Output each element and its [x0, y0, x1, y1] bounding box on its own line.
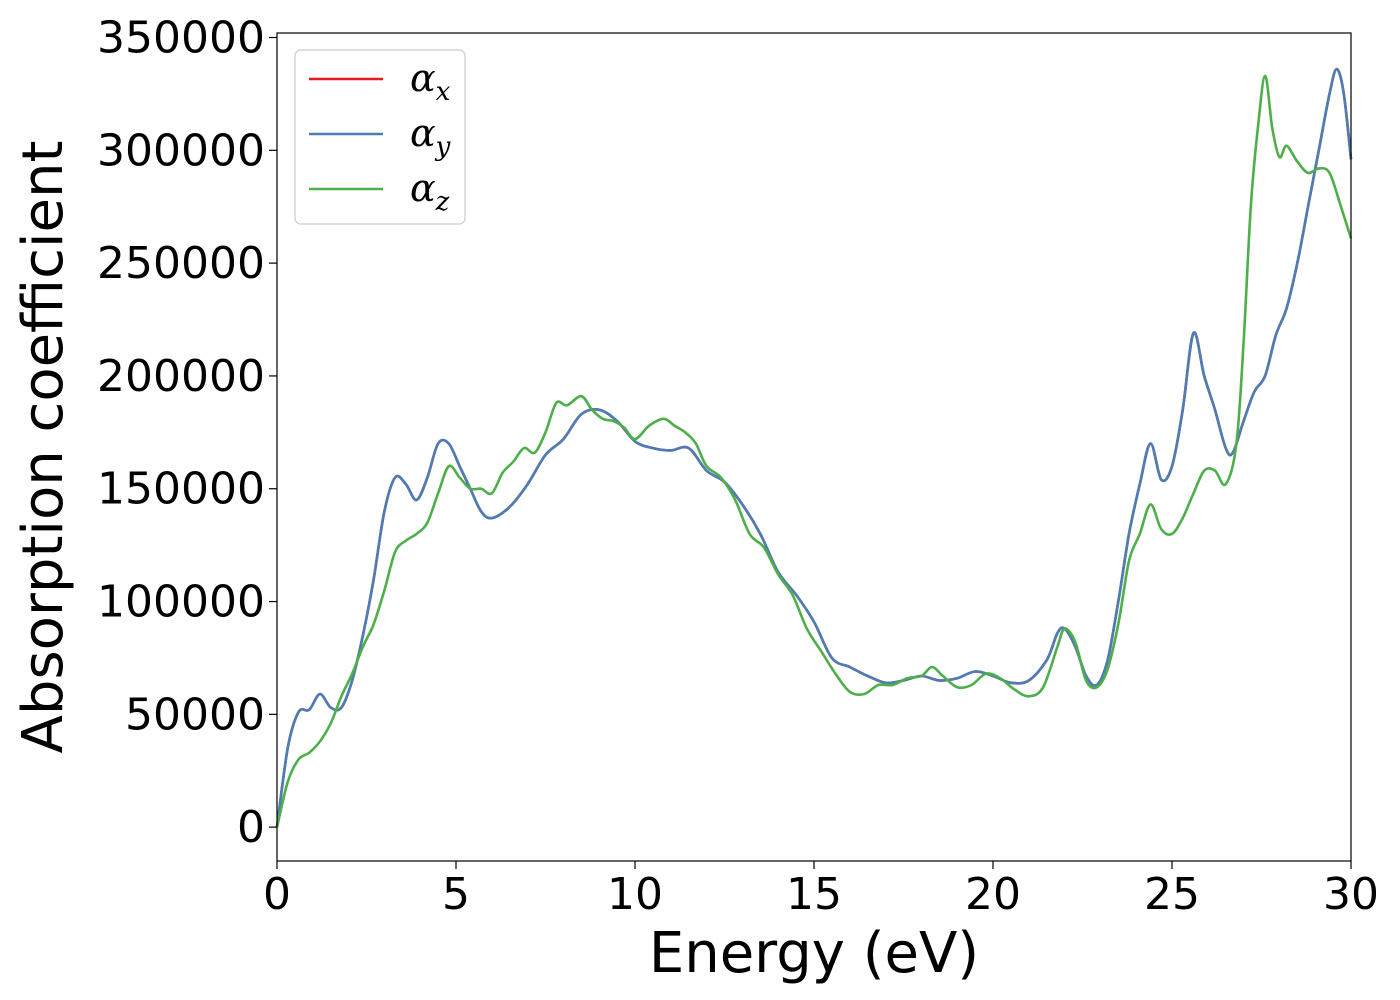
x-tick-label: 25	[1144, 869, 1200, 920]
x-tick-label: 20	[965, 869, 1021, 920]
legend-box	[294, 49, 466, 225]
series-line-z	[275, 74, 1353, 828]
y-tick-label: 50000	[125, 689, 265, 740]
y-axis-ticks: 0 50000 100000 150000 200000 250000 300000 3500…	[97, 13, 277, 853]
x-tick-label: 0	[263, 869, 291, 920]
x-tick-label: 30	[1323, 869, 1379, 920]
legend-label-z: αz	[410, 166, 450, 217]
legend-label-y: αy	[410, 111, 451, 162]
y-tick-label: 250000	[97, 238, 265, 289]
x-tick-label: 10	[607, 869, 663, 920]
x-axis-ticks: 0 5 10 15 20 25 30	[263, 861, 1379, 920]
y-tick-label: 350000	[97, 13, 265, 64]
y-tick-label: 300000	[97, 125, 265, 176]
y-tick-label: 0	[237, 802, 265, 853]
y-tick-label: 100000	[97, 577, 265, 628]
x-tick-label: 15	[786, 869, 842, 920]
x-tick-label: 5	[442, 869, 470, 920]
series-lines	[275, 67, 1353, 828]
y-axis-label: Absorption coefficient	[11, 141, 76, 754]
series-line-y	[275, 67, 1353, 828]
x-axis-label: Energy (eV)	[649, 921, 979, 986]
y-tick-label: 150000	[97, 464, 265, 515]
legend-label-x: αx	[410, 56, 451, 107]
y-tick-label: 200000	[97, 351, 265, 402]
